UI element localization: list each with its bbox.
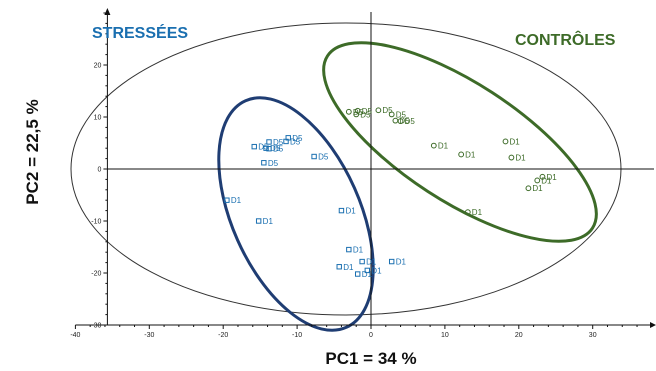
data-point-label: D5 (396, 110, 407, 119)
controles-group-title: CONTRÔLES (515, 30, 616, 49)
data-point-marker (359, 258, 365, 265)
data-point-marker (539, 173, 546, 180)
data-point-label: D5 (268, 159, 279, 168)
data-point-label: D1 (371, 266, 382, 275)
data-point-label: D5 (360, 110, 371, 119)
x-tick-label: 0 (369, 332, 373, 339)
data-point-label: D1 (546, 173, 557, 182)
data-point-marker (502, 138, 509, 145)
data-point-marker (388, 111, 395, 118)
data-point-marker (224, 197, 230, 203)
y-tick-label: -20 (91, 271, 101, 278)
data-point-label: D5 (273, 145, 284, 154)
data-point-label: D1 (231, 196, 242, 205)
data-point-label: D5 (405, 117, 416, 126)
y-axis-title: PC2 = 22,5 % (23, 99, 42, 204)
data-point-label: D1 (263, 217, 274, 226)
data-point-label: D1 (396, 258, 407, 267)
stressees-group-ellipse (217, 96, 375, 332)
data-point-marker (430, 142, 437, 149)
x-tick-label: -20 (218, 332, 228, 339)
controles-group-ellipse (322, 41, 598, 243)
data-point-label: D1 (465, 150, 476, 159)
data-point-label: D1 (353, 246, 364, 255)
data-point-label: D5 (292, 134, 303, 143)
y-tick-label: -30 (91, 323, 101, 330)
tick-labels-layer: -40 -30 -20 -10 0 10 20 30 -30 -20 -10 0 10 20 (70, 63, 596, 340)
data-point-label: D1 (345, 207, 356, 216)
data-point-label: D1 (541, 176, 552, 185)
stressees-group-title: STRESSÉES (92, 23, 188, 42)
data-point-label: D1 (343, 263, 354, 272)
data-point-marker (263, 145, 269, 151)
data-point-marker (261, 160, 267, 166)
data-point-label: D5 (290, 137, 301, 146)
data-point-marker (354, 271, 361, 277)
data-point-marker (345, 108, 352, 115)
data-point-label: D5 (399, 117, 410, 126)
y-tick-label: 10 (94, 115, 102, 122)
axes-layer (74, 8, 656, 329)
data-point-label: D5 (362, 107, 373, 116)
data-point-label: D5 (273, 138, 284, 147)
left-axis-arrow (104, 8, 111, 15)
data-point-marker (525, 185, 532, 192)
data-point-marker (346, 246, 352, 253)
data-point-label: D1 (362, 270, 373, 279)
data-point-marker (458, 151, 465, 158)
x-tick-label: 10 (441, 332, 449, 339)
x-tick-label: 30 (589, 332, 597, 339)
data-point-marker (364, 267, 371, 274)
data-point-marker (251, 143, 257, 150)
data-point-marker (266, 139, 272, 145)
data-point-marker (388, 258, 395, 265)
data-point-marker (354, 107, 361, 114)
data-point-marker (311, 153, 317, 160)
x-tick-label: -40 (70, 332, 80, 339)
data-point-marker (338, 207, 345, 214)
data-point-marker (283, 138, 289, 145)
data-point-marker (255, 218, 262, 224)
data-point-marker (397, 118, 404, 125)
data-point-marker (353, 111, 360, 118)
x-tick-label: -10 (292, 332, 302, 339)
data-point-label: D1 (438, 142, 449, 151)
data-point-marker (464, 209, 471, 216)
data-point-marker (336, 264, 342, 270)
y-tick-label: -10 (91, 219, 101, 226)
x-tick-label: -30 (144, 332, 154, 339)
data-point-label: D1 (515, 154, 526, 163)
data-point-label: D5 (318, 153, 329, 162)
data-point-label: D5 (270, 144, 281, 153)
data-point-marker (508, 154, 515, 161)
data-point-label: D1 (509, 137, 520, 146)
x-axis-title: PC1 = 34 % (325, 349, 416, 368)
data-point-marker (375, 107, 382, 114)
data-point-label: D1 (532, 184, 543, 193)
y-tick-label: 20 (94, 63, 102, 70)
data-point-label: D1 (366, 258, 377, 267)
bottom-axis-arrow (650, 322, 656, 328)
data-point-label: D1 (472, 208, 483, 217)
data-point-marker (534, 177, 541, 184)
data-point-label: D5 (382, 106, 393, 115)
data-point-marker (266, 146, 272, 152)
x-tick-label: 20 (515, 332, 523, 339)
y-tick-label: 0 (97, 167, 101, 174)
